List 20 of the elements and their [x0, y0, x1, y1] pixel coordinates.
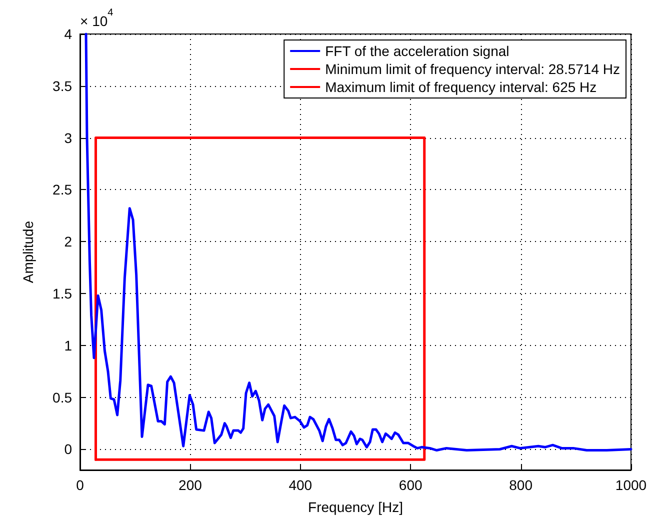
x-tick-label: 600: [398, 477, 422, 493]
x-tick-label: 400: [288, 477, 312, 493]
y-tick-label: 3: [64, 130, 72, 146]
x-tick-label: 0: [76, 477, 84, 493]
legend-label: Maximum limit of frequency interval: 625 Hz: [325, 79, 597, 95]
y-axis-title: Amplitude: [20, 220, 36, 284]
y-tick-label: 0.5: [52, 389, 72, 406]
y-tick-label: 2.5: [52, 182, 72, 198]
y-tick-label: 3.5: [52, 78, 72, 94]
y-tick-label: 1: [64, 337, 72, 354]
y-tick-label: 4: [64, 26, 72, 42]
legend-label: Minimum limit of frequency interval: 28.5714 Hz: [325, 61, 620, 77]
x-axis-title: Frequency [Hz]: [308, 499, 403, 515]
y-tick-label: 0: [64, 441, 72, 458]
x-tick-label: 200: [178, 477, 202, 493]
y-tick-label: 1.5: [52, 286, 72, 302]
legend-label: FFT of the acceleration signal: [325, 43, 510, 59]
y-tick-label: 2: [64, 234, 72, 250]
x-tick-label: 1000: [615, 477, 647, 493]
x-tick-label: 800: [509, 477, 533, 493]
